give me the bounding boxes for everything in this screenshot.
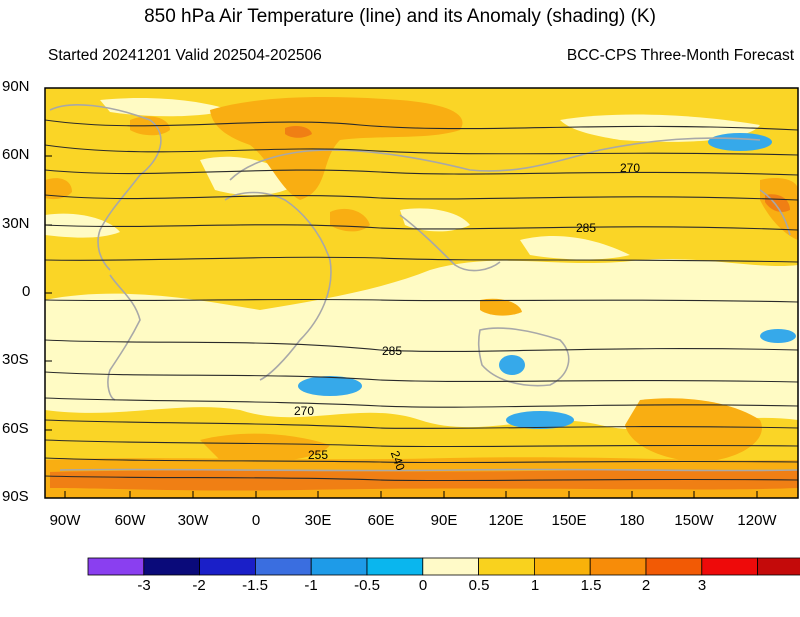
colorbar-swatch (645, 557, 703, 576)
colorbar-swatch (143, 557, 201, 576)
colorbar-label: 0 (418, 577, 428, 594)
contour-label-group: 270 285 285 270 255 240 (294, 161, 640, 473)
colorbar-label: 1 (530, 577, 540, 594)
colorbar-swatch (422, 557, 479, 576)
colorbar-swatch (701, 557, 758, 576)
anomaly-pale-regions (45, 98, 798, 481)
lat-label: 0 (22, 283, 31, 300)
colorbar-swatch (366, 557, 424, 576)
lat-label: 90S (2, 488, 29, 505)
lon-label: 120E (488, 512, 524, 529)
lat-label: 60S (2, 420, 29, 437)
colorbar-label: 2 (641, 577, 651, 594)
colorbar-label: -2 (192, 577, 206, 594)
anomaly-blue-regions (298, 133, 796, 429)
colorbar-swatch (199, 557, 256, 576)
colorbar-label: -1 (304, 577, 318, 594)
colorbar-swatch (87, 557, 145, 576)
colorbar-swatch (254, 557, 312, 576)
colorbar-label: 3 (697, 577, 707, 594)
lon-label: 60W (114, 512, 146, 529)
colorbar-label: 1.5 (580, 577, 602, 594)
contour-label: 285 (576, 221, 596, 235)
forecast-source: BCC-CPS Three-Month Forecast (566, 47, 794, 64)
contour-label: 240 (388, 449, 408, 473)
map-area: 270 285 285 270 255 240 (45, 88, 798, 498)
colorbar-label: -3 (137, 577, 151, 594)
lon-label: 150E (551, 512, 587, 529)
forecast-dates: Started 20241201 Valid 202504-202506 (48, 47, 322, 64)
lon-label: 90E (430, 512, 458, 529)
colorbar-label: 0.5 (468, 577, 490, 594)
colorbar-swatch (478, 557, 535, 576)
contour-label: 285 (382, 344, 402, 358)
colorbar-label: -1.5 (242, 577, 268, 594)
axis-ticks (45, 87, 758, 499)
lat-label: 60N (2, 146, 30, 163)
lon-label: 0 (251, 512, 261, 529)
chart-title: 850 hPa Air Temperature (line) and its A… (144, 6, 656, 27)
lon-label: 180 (619, 512, 645, 529)
temperature-contours (45, 119, 798, 482)
lat-label: 30N (2, 215, 30, 232)
coastlines (49, 104, 798, 472)
colorbar-swatch (310, 557, 368, 576)
lon-label: 60E (367, 512, 395, 529)
colorbar-swatch (589, 557, 647, 576)
contour-label: 270 (620, 161, 640, 175)
colorbar-label: -0.5 (354, 577, 380, 594)
contour-label: 270 (294, 404, 314, 418)
lon-label: 30W (177, 512, 209, 529)
lon-label: 150W (674, 512, 714, 529)
lon-label: 90W (49, 512, 81, 529)
lat-label: 90N (2, 78, 30, 95)
lat-label: 30S (2, 351, 29, 368)
contour-label: 255 (308, 448, 328, 462)
colorbar-swatch (534, 557, 591, 576)
lon-label: 120W (737, 512, 777, 529)
lon-label: 30E (304, 512, 332, 529)
colorbar-swatch (757, 557, 800, 576)
colorbar (87, 557, 800, 576)
